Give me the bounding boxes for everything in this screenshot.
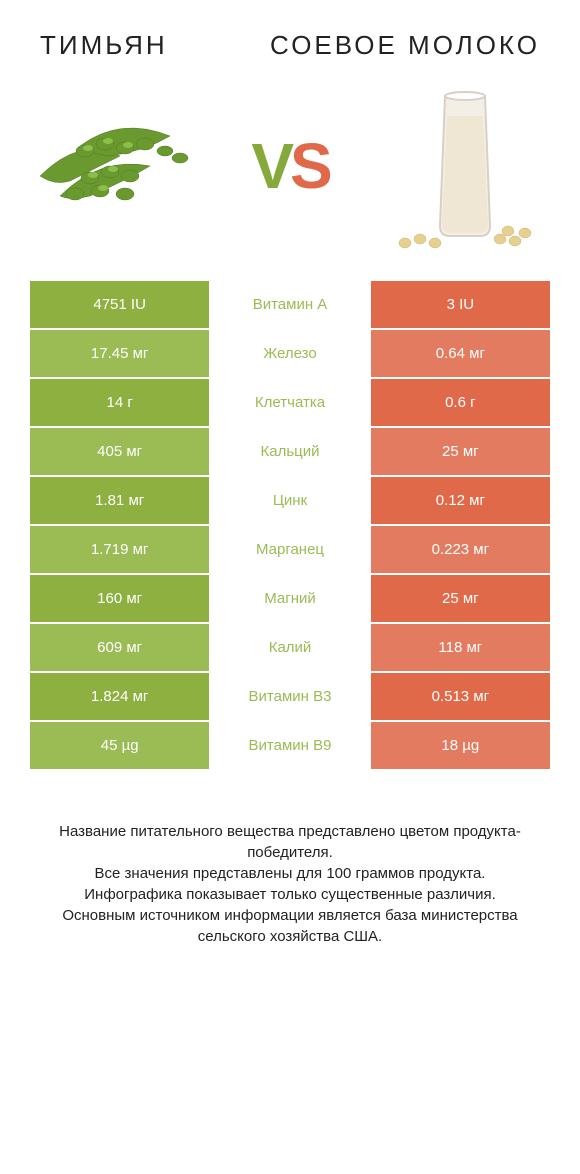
nutrient-label: Витамин B3 [209, 673, 370, 722]
soy-milk-icon [390, 81, 540, 251]
table-row: 1.719 мгМарганец0.223 мг [30, 526, 550, 575]
nutrient-label: Кальций [209, 428, 370, 477]
right-value: 0.513 мг [371, 673, 550, 722]
right-value: 3 IU [371, 281, 550, 330]
nutrient-label: Витамин B9 [209, 722, 370, 771]
nutrient-label: Железо [209, 330, 370, 379]
left-value: 45 µg [30, 722, 209, 771]
footer-line: Основным источником информации является … [30, 905, 550, 947]
nutrient-label: Цинк [209, 477, 370, 526]
left-value: 160 мг [30, 575, 209, 624]
table-row: 4751 IUВитамин A3 IU [30, 281, 550, 330]
nutrient-label: Магний [209, 575, 370, 624]
right-value: 0.64 мг [371, 330, 550, 379]
nutrition-table: 4751 IUВитамин A3 IU17.45 мгЖелезо0.64 м… [30, 281, 550, 771]
thyme-icon [30, 96, 200, 236]
left-product-image [30, 81, 200, 251]
vs-label: VS [251, 129, 328, 203]
left-value: 14 г [30, 379, 209, 428]
right-value: 18 µg [371, 722, 550, 771]
left-value: 405 мг [30, 428, 209, 477]
right-value: 0.223 мг [371, 526, 550, 575]
nutrient-label: Витамин A [209, 281, 370, 330]
right-value: 25 мг [371, 575, 550, 624]
table-row: 1.824 мгВитамин B30.513 мг [30, 673, 550, 722]
table-row: 609 мгКалий118 мг [30, 624, 550, 673]
right-value: 0.12 мг [371, 477, 550, 526]
table-row: 160 мгМагний25 мг [30, 575, 550, 624]
table-row: 1.81 мгЦинк0.12 мг [30, 477, 550, 526]
vs-s: S [290, 130, 329, 202]
right-value: 25 мг [371, 428, 550, 477]
right-value: 0.6 г [371, 379, 550, 428]
left-value: 609 мг [30, 624, 209, 673]
right-product-image [380, 81, 550, 251]
left-value: 1.824 мг [30, 673, 209, 722]
table-row: 14 гКлетчатка0.6 г [30, 379, 550, 428]
header-row: ТИМЬЯН СОЕВОЕ МОЛОКО [0, 0, 580, 71]
footer-line: Название питательного вещества представл… [30, 821, 550, 863]
right-value: 118 мг [371, 624, 550, 673]
left-value: 1.719 мг [30, 526, 209, 575]
left-value: 17.45 мг [30, 330, 209, 379]
images-row: VS [0, 71, 580, 281]
footer-line: Инфографика показывает только существенн… [30, 884, 550, 905]
left-product-title: ТИМЬЯН [40, 30, 168, 61]
nutrient-label: Калий [209, 624, 370, 673]
right-product-title: СОЕВОЕ МОЛОКО [270, 30, 540, 61]
left-value: 1.81 мг [30, 477, 209, 526]
vs-v: V [251, 130, 290, 202]
left-value: 4751 IU [30, 281, 209, 330]
table-row: 405 мгКальций25 мг [30, 428, 550, 477]
nutrient-label: Клетчатка [209, 379, 370, 428]
nutrient-label: Марганец [209, 526, 370, 575]
footer-line: Все значения представлены для 100 граммо… [30, 863, 550, 884]
table-row: 45 µgВитамин B918 µg [30, 722, 550, 771]
table-row: 17.45 мгЖелезо0.64 мг [30, 330, 550, 379]
footer-text: Название питательного вещества представл… [30, 821, 550, 947]
